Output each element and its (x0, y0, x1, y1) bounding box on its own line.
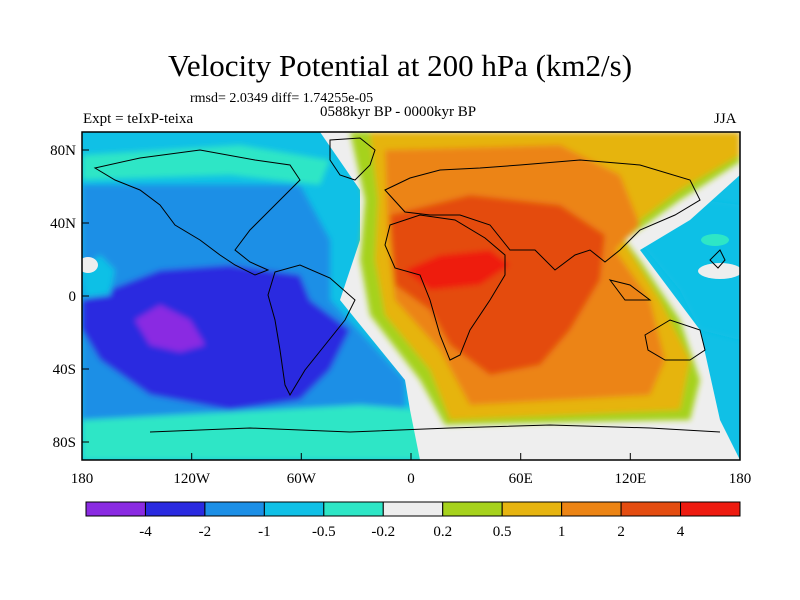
colorbar-label: 4 (677, 524, 685, 540)
stats-text: rmsd= 2.0349 diff= 1.74255e-05 (190, 91, 374, 106)
y-tick-label: 80S (53, 435, 76, 451)
contour-level-fill (390, 195, 605, 375)
filled-contours (82, 132, 740, 460)
chart-title: Velocity Potential at 200 hPa (km2/s) (167, 48, 633, 83)
colorbar-swatch (323, 501, 384, 517)
colorbar-label: 1 (558, 524, 566, 540)
contour-level-fill (405, 250, 510, 290)
colorbar-swatch (680, 501, 741, 517)
contour-level-fill (82, 145, 330, 185)
colorbar-swatch (263, 501, 325, 517)
x-tick-label: 60E (509, 471, 533, 487)
y-tick-label: 40N (50, 216, 76, 232)
colorbar-label: 2 (617, 524, 625, 540)
y-tick-label: 80N (50, 143, 76, 159)
colorbar-swatch (620, 501, 682, 517)
colorbar-label: -0.2 (371, 524, 395, 540)
colorbar-swatch (442, 501, 503, 517)
colorbar-swatch (204, 501, 265, 517)
y-tick-label: 40S (53, 362, 76, 378)
colorbar-label: -0.5 (312, 524, 336, 540)
colorbar-label: 0.2 (433, 524, 452, 540)
x-tick-label: 0 (407, 471, 415, 487)
colorbar-swatch (382, 501, 444, 517)
contour-level-fill (701, 234, 729, 246)
x-tick-label: 180 (729, 471, 752, 487)
contour-level-fill (82, 405, 430, 460)
experiment-label: Expt = teIxP-teixa (83, 111, 194, 127)
colorbar-label: 0.5 (493, 524, 512, 540)
season-label: JJA (714, 111, 737, 127)
colorbar-swatch (501, 501, 563, 517)
period-label: 0588kyr BP - 0000kyr BP (320, 104, 477, 120)
x-tick-label: 120E (614, 471, 646, 487)
coastlines (93, 137, 726, 433)
x-tick-label: 180 (71, 471, 94, 487)
contour-level-fill (135, 305, 205, 352)
colorbar-label: -1 (258, 524, 271, 540)
axis-ticks (81, 149, 741, 460)
y-tick-label: 0 (69, 289, 77, 305)
colorbar-swatch (144, 501, 206, 517)
colorbar-swatch (85, 501, 146, 517)
colorbar-label: -2 (199, 524, 212, 540)
x-tick-label: 120W (173, 471, 211, 487)
colorbar: -4 -2 -1 -0.5 -0.2 0.2 0.5 1 2 4 (85, 501, 741, 540)
colorbar-label: -4 (139, 524, 152, 540)
x-tick-label: 60W (287, 471, 317, 487)
neutral-pocket (82, 257, 98, 273)
neutral-pocket (698, 263, 740, 279)
colorbar-swatch (561, 501, 622, 517)
